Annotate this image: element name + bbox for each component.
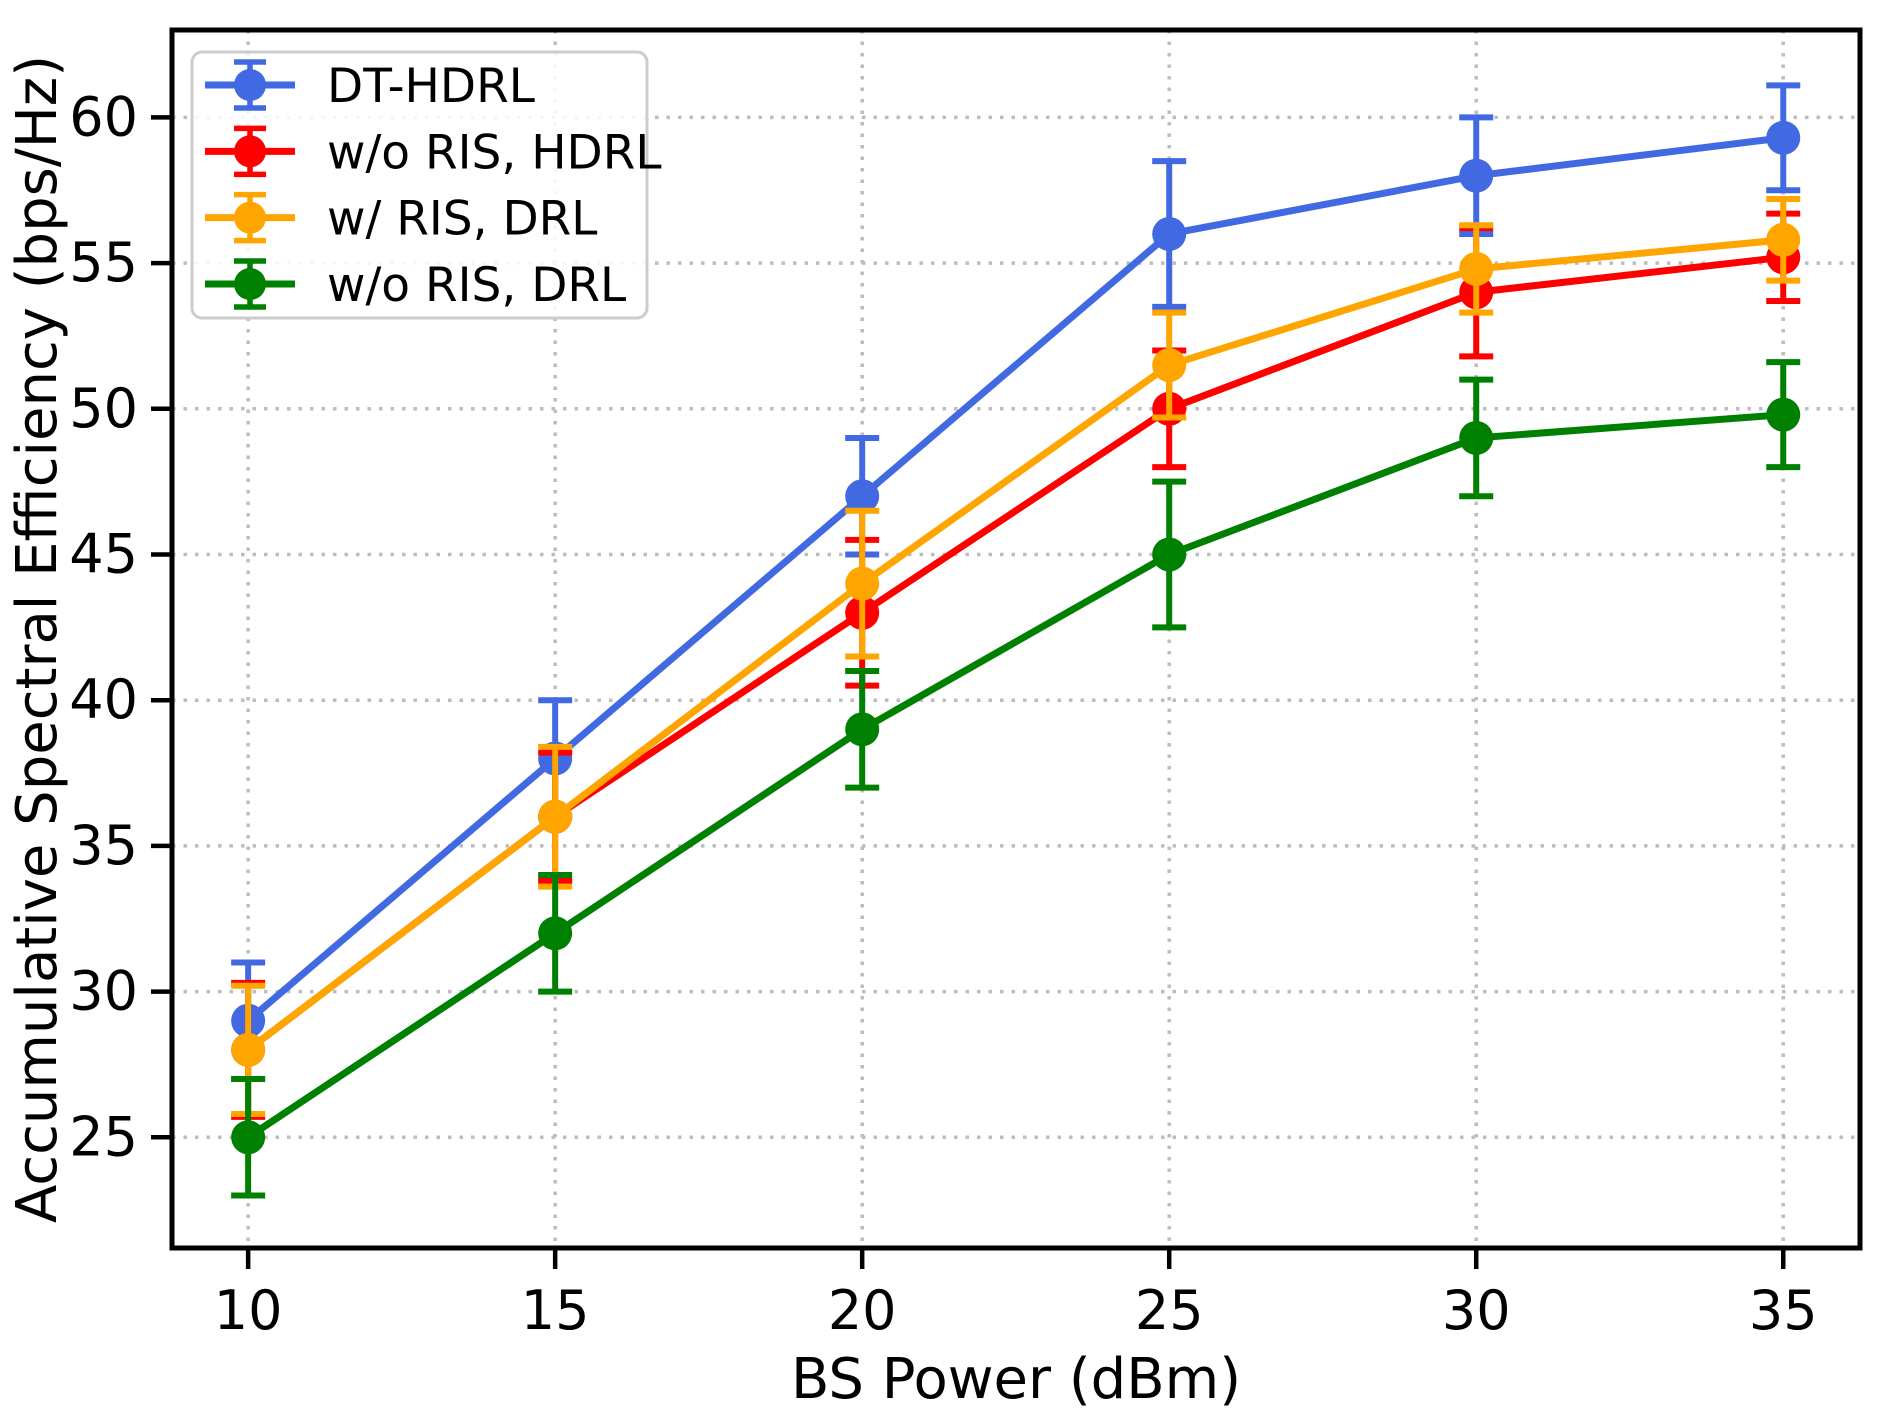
y-tick-label-35: 35: [69, 814, 138, 877]
series-line-w-o-ris-drl: [246, 411, 1784, 1141]
data-point-w-o-ris-drl-30: [1459, 420, 1494, 455]
x-tick-label-30: 30: [1442, 1279, 1511, 1342]
x-tick-label-15: 15: [521, 1279, 590, 1342]
data-point-w-o-ris-drl-15: [538, 916, 573, 951]
data-point-w-o-ris-drl-10: [231, 1120, 266, 1155]
legend-marker: [234, 268, 266, 300]
y-tick-label-50: 50: [69, 377, 138, 440]
legend-marker: [234, 69, 266, 101]
legend: DT-HDRL w/o RIS, HDRL w/ RIS, DRL w/o RIS, …: [190, 50, 662, 320]
series-w-o-ris-hdrl: [231, 210, 1801, 1120]
ticks: 10 15 20 25 30 35 25 30 35 40 45 50 55 60: [69, 85, 1817, 1342]
data-point-w-o-ris-drl-20: [845, 712, 880, 747]
data-point-w-ris-drl-10: [231, 1032, 266, 1067]
x-axis-label: BS Power (dBm): [791, 1347, 1241, 1410]
y-tick-label-25: 25: [69, 1105, 138, 1168]
x-tick-label-10: 10: [214, 1279, 283, 1342]
data-point-dt-hdrl-30: [1459, 158, 1494, 193]
data-point-w-ris-drl-20: [845, 566, 880, 601]
series-line-w-o-ris-hdrl: [246, 253, 1784, 1053]
legend-marker: [234, 135, 266, 168]
series-w-o-ris-drl: [231, 359, 1801, 1199]
x-tick-label-20: 20: [828, 1279, 897, 1342]
y-tick-label-45: 45: [69, 522, 138, 585]
x-tick-label-25: 25: [1135, 1279, 1204, 1342]
y-tick-label-55: 55: [69, 231, 138, 294]
data-point-w-o-ris-drl-25: [1152, 537, 1187, 572]
data-point-w-ris-drl-35: [1766, 222, 1801, 257]
y-tick-label-60: 60: [69, 85, 138, 148]
data-point-dt-hdrl-25: [1152, 216, 1187, 251]
y-tick-label-40: 40: [69, 668, 138, 731]
legend-item-w-o-ris-drl: w/o RIS, DRL: [205, 258, 626, 313]
data-point-w-ris-drl-30: [1459, 251, 1494, 286]
legend-item-w-ris-drl: w/ RIS, DRL: [205, 192, 597, 247]
y-tick-label-30: 30: [69, 960, 138, 1023]
series-w-ris-drl: [231, 196, 1801, 1117]
legend-label-w-o-ris-drl: w/o RIS, DRL: [327, 258, 626, 313]
data-point-w-ris-drl-25: [1152, 348, 1187, 383]
y-axis-label: Accumulative Spectral Efficiency (bps/Hz…: [5, 55, 70, 1223]
legend-label-w-ris-drl: w/ RIS, DRL: [327, 192, 597, 247]
data-point-w-ris-drl-15: [538, 799, 573, 834]
legend-item-dt-hdrl: DT-HDRL: [205, 59, 535, 114]
plot-border: [169, 27, 1863, 1251]
legend-label-dt-hdrl: DT-HDRL: [327, 59, 535, 114]
data-point-dt-hdrl-20: [845, 479, 880, 514]
legend-marker: [234, 201, 266, 234]
legend-item-w-o-ris-hdrl: w/o RIS, HDRL: [205, 125, 662, 180]
data-point-w-o-ris-drl-35: [1766, 397, 1801, 432]
plot-root: 10 15 20 25 30 35 25 30 35 40 45 50 55 60 DT-HDRL w/o R…: [69, 27, 1863, 1342]
legend-label-w-o-ris-hdrl: w/o RIS, HDRL: [327, 125, 662, 180]
series-line-dt-hdrl: [245, 134, 1784, 1024]
legend-box: [190, 50, 649, 320]
series-line-w-ris-drl: [246, 236, 1784, 1053]
x-tick-label-35: 35: [1749, 1279, 1818, 1342]
data-point-dt-hdrl-35: [1766, 120, 1801, 155]
